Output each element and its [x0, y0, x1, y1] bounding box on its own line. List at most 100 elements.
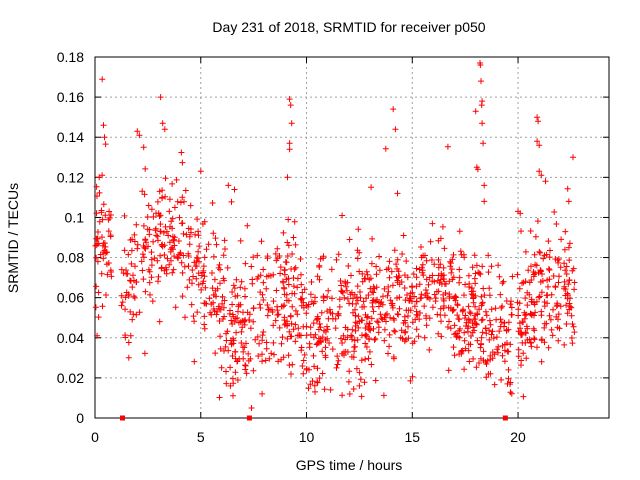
data-point [446, 318, 452, 325]
data-point [306, 344, 313, 351]
data-point [440, 297, 447, 304]
data-point [487, 370, 494, 377]
data-point [311, 363, 318, 370]
y-axis-label: SRMTID / TECUs [5, 183, 21, 293]
data-point [483, 330, 490, 337]
data-point [233, 329, 240, 336]
data-point [562, 267, 569, 274]
data-point [523, 355, 530, 362]
data-point [177, 199, 184, 206]
data-point [316, 276, 323, 283]
data-point [128, 260, 135, 267]
data-point [101, 134, 108, 141]
data-point [404, 274, 411, 281]
data-point [348, 272, 354, 279]
data-point [280, 279, 287, 286]
data-point [142, 288, 149, 295]
data-point [493, 334, 500, 341]
data-point [566, 277, 573, 284]
data-point [338, 288, 345, 294]
data-point [405, 313, 411, 319]
data-point [525, 267, 532, 274]
data-point [152, 227, 159, 234]
data-point [292, 321, 299, 328]
data-point [338, 282, 345, 289]
data-point [131, 238, 138, 245]
data-point [362, 331, 369, 338]
data-point [372, 335, 379, 342]
data-point [250, 318, 257, 325]
data-point [223, 330, 230, 337]
data-point [555, 311, 562, 318]
data-point [409, 340, 416, 347]
data-point [570, 154, 576, 161]
data-point [127, 308, 134, 315]
data-point [532, 309, 539, 316]
data-point [140, 276, 147, 283]
data-point [539, 277, 546, 284]
data-point [565, 281, 572, 288]
data-point [169, 269, 176, 276]
data-point [467, 310, 474, 317]
y-tick-label: 0 [76, 410, 84, 426]
data-point [495, 349, 501, 356]
data-point [522, 295, 529, 302]
data-point [519, 331, 526, 338]
data-point [391, 355, 397, 362]
data-point [147, 291, 153, 298]
data-point [297, 295, 304, 302]
data-point [195, 270, 202, 277]
data-point [478, 102, 485, 109]
data-point [356, 382, 363, 389]
data-point [166, 208, 173, 215]
data-point [150, 238, 157, 245]
data-point [456, 351, 463, 358]
data-point [344, 326, 351, 333]
data-point [146, 279, 153, 286]
data-point [487, 356, 494, 363]
data-point [280, 229, 287, 236]
data-point [148, 262, 155, 269]
data-point [500, 278, 507, 285]
data-point [501, 323, 507, 330]
data-point [300, 370, 307, 377]
data-point [386, 343, 393, 350]
data-point [216, 318, 223, 324]
data-point [162, 264, 169, 271]
data-point [515, 353, 522, 360]
data-point [448, 266, 455, 273]
data-point [148, 249, 155, 256]
data-point [241, 317, 247, 324]
data-point [543, 320, 550, 327]
data-point [413, 265, 420, 272]
data-point [129, 284, 136, 291]
data-point [305, 301, 312, 308]
data-point [162, 175, 169, 182]
data-point [191, 259, 198, 266]
data-point [362, 311, 369, 318]
data-point [537, 267, 544, 274]
data-point [196, 243, 203, 250]
data-point [377, 311, 384, 318]
data-point [210, 253, 217, 260]
data-point [362, 356, 369, 363]
data-point [537, 249, 544, 256]
data-point [201, 218, 208, 225]
data-point [190, 273, 197, 280]
data-point [486, 285, 493, 292]
data-point [399, 251, 406, 257]
data-point [298, 344, 305, 351]
data-point [325, 315, 332, 322]
data-point [96, 189, 103, 196]
data-point [142, 165, 149, 172]
data-point [477, 271, 484, 278]
data-point [353, 365, 360, 372]
data-point [473, 262, 480, 269]
data-point [106, 208, 113, 215]
data-point [450, 295, 457, 302]
data-point [466, 280, 473, 287]
data-point [149, 298, 156, 305]
data-point [329, 346, 336, 353]
y-tick-label: 0.04 [57, 330, 84, 346]
data-point [286, 96, 293, 103]
